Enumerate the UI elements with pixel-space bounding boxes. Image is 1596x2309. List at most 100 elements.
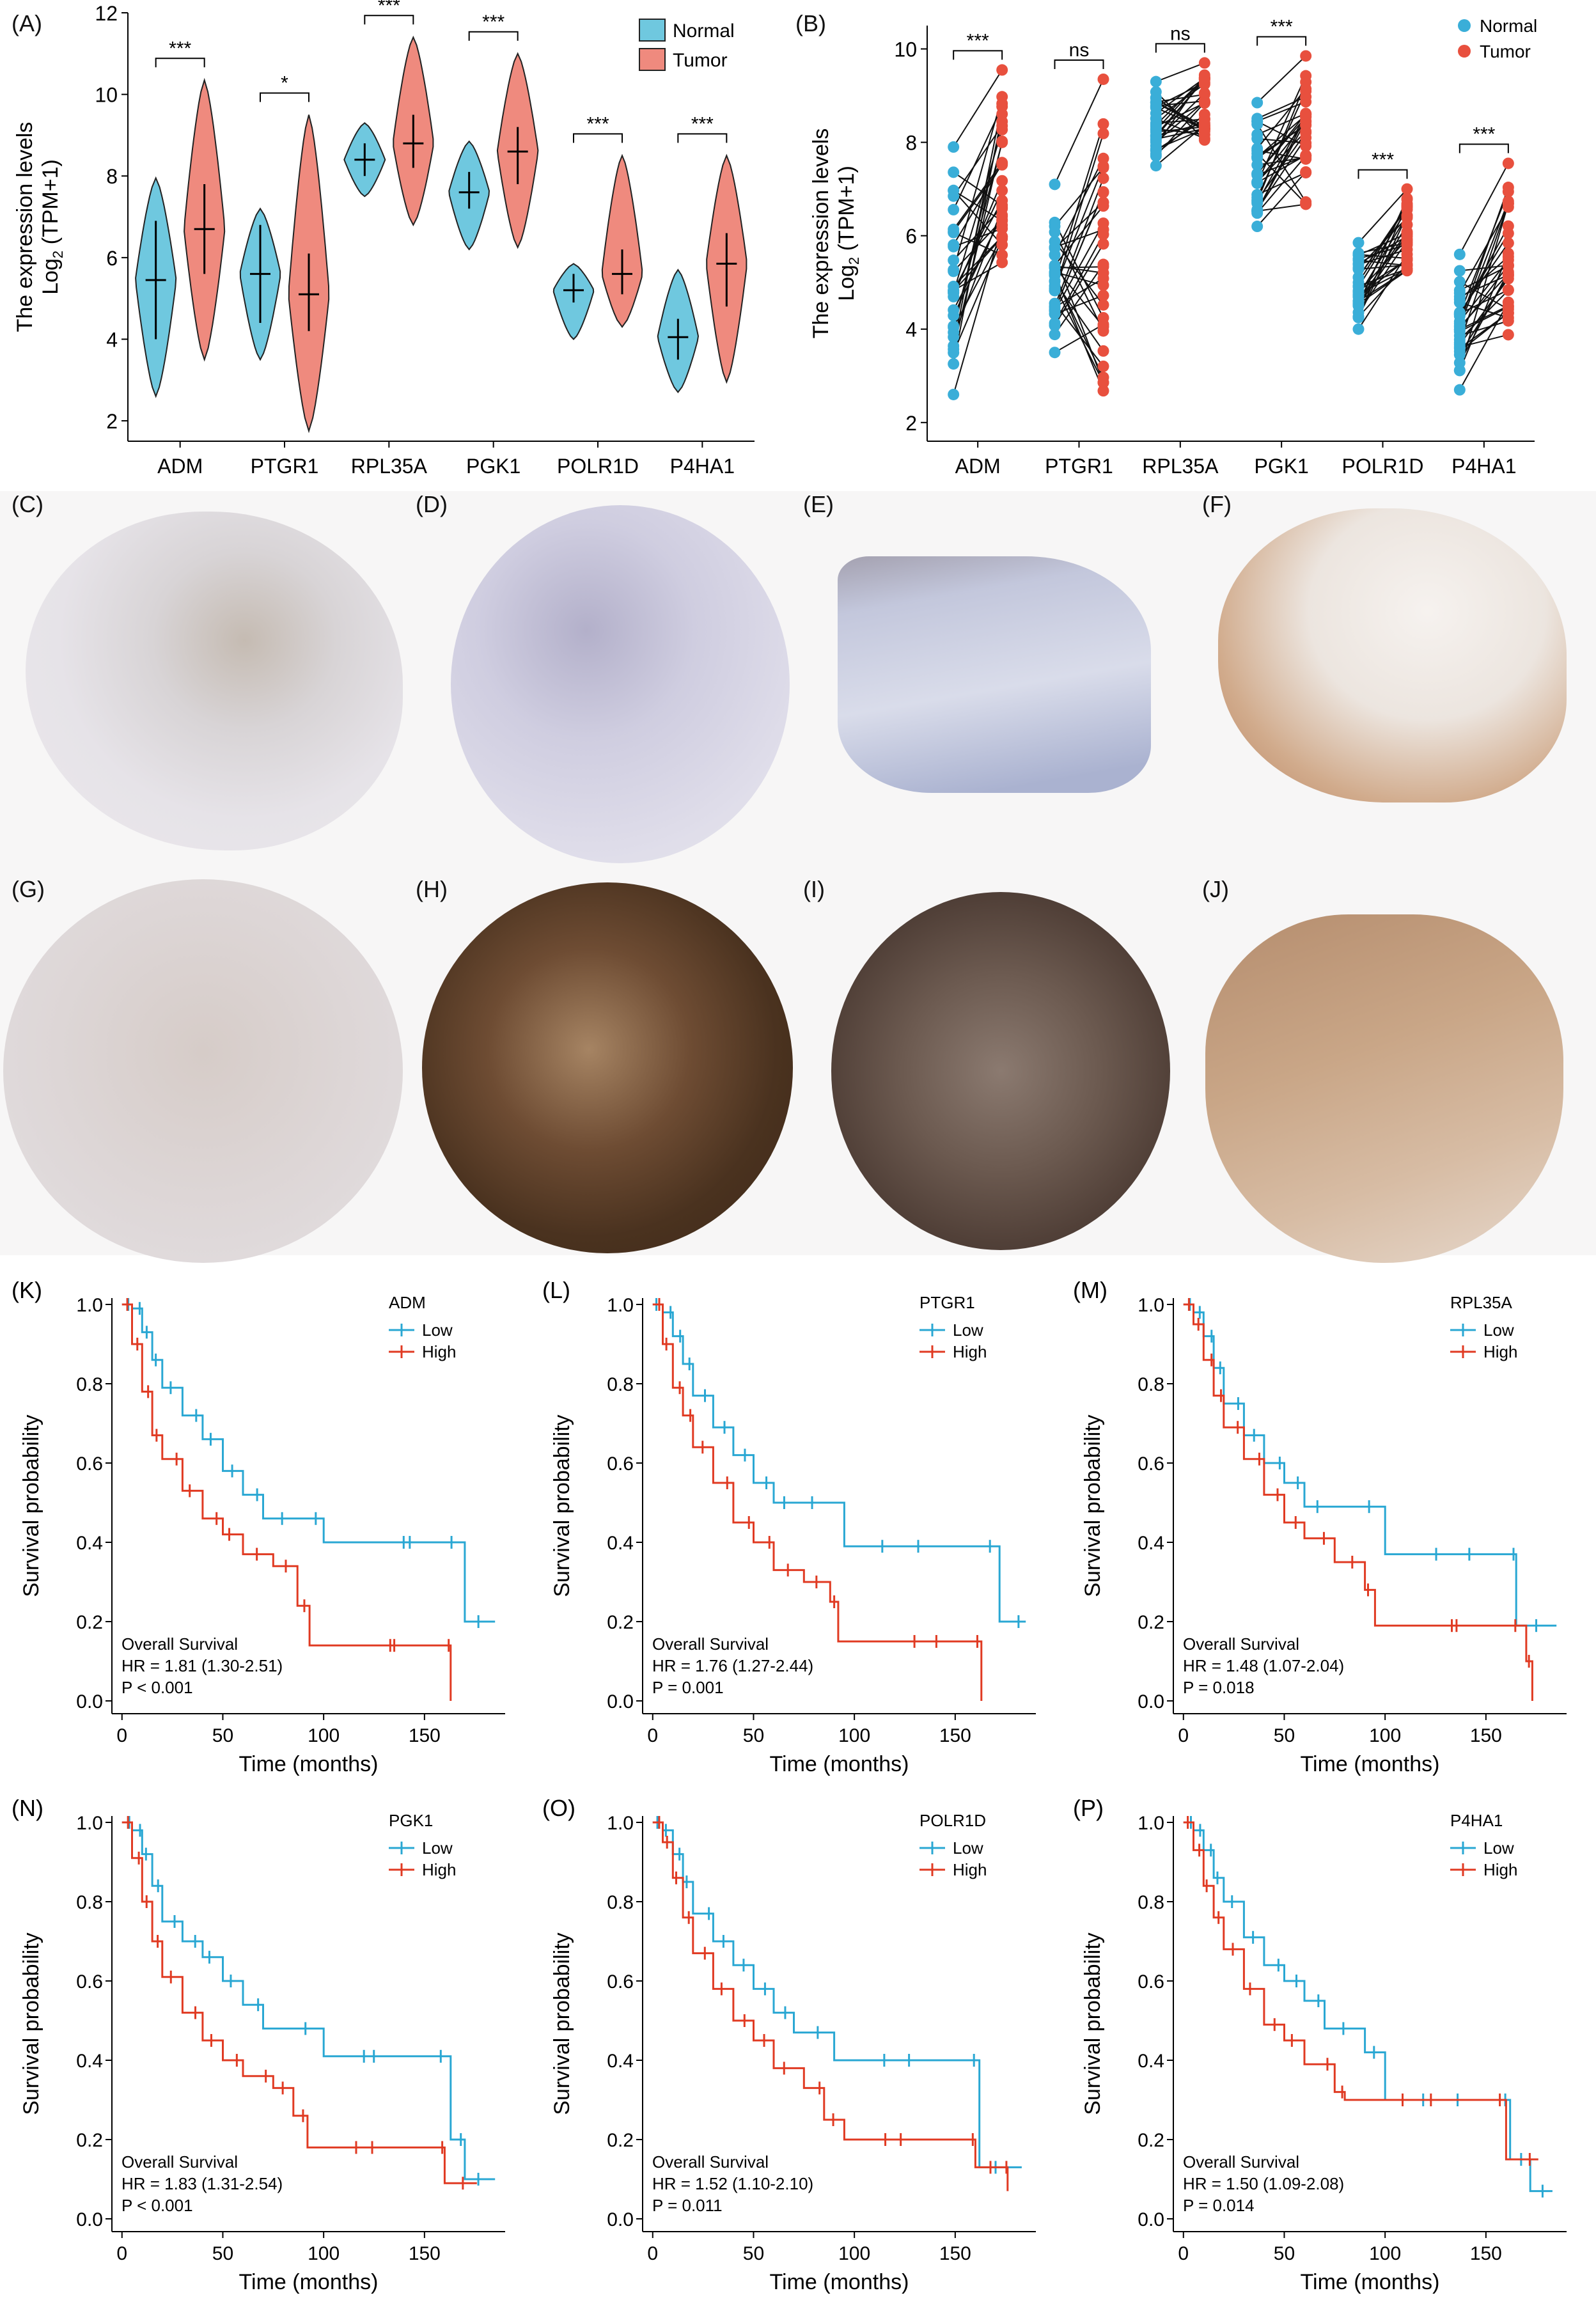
tumor-point [1097,377,1109,389]
pair-line [1459,264,1508,272]
tumor-point [1401,201,1413,214]
ihc-image-j [1205,914,1563,1263]
x-tick-label: 50 [1274,1725,1295,1746]
pair-line [1256,154,1306,184]
significance-label: *** [482,12,505,33]
pair-line [1256,113,1306,136]
normal-point [1453,324,1466,336]
legend-label-high: High [1483,1860,1517,1879]
km-stat-line: HR = 1.76 (1.27-2.44) [652,1656,813,1675]
legend-label-normal: Normal [1480,16,1537,36]
pair-line [1459,207,1509,294]
normal-point [1352,306,1365,318]
tumor-point [1097,118,1109,130]
pair-line [1357,188,1408,244]
panel-label-f: (F) [1202,491,1232,517]
panel-label-d: (D) [416,491,448,517]
km-curve-low [121,1303,496,1623]
km-curve-high [1183,1303,1533,1701]
tumor-point [1300,198,1312,210]
y-axis-label: Survival probability [550,1932,574,2115]
km-chart-pgk1: (N) 0.0 0.2 0.4 0.6 0.8 1.0 0 50 100 150 Time (mont… [12,1795,505,2294]
km-chart-polr1d: (O) 0.0 0.2 0.4 0.6 0.8 1.0 0 50 100 150 Time (mont… [542,1795,1036,2294]
y-axis-label-line2: Log2 (TPM+1) [834,166,862,301]
legend-label-tumor: Tumor [673,50,728,71]
significance-label: *** [169,38,191,59]
panel-label: (O) [542,1795,575,1821]
km-stat-line: HR = 1.52 (1.10-2.10) [652,2174,813,2193]
y-tick-label: 0.6 [607,1453,634,1475]
km-curve-high [1183,1821,1538,2161]
tumor-point [1401,183,1413,195]
panel-label-g: (G) [12,876,45,902]
pair-line [1054,166,1104,289]
pair-line [1459,289,1509,315]
y-tick-label: 1.0 [607,1295,634,1316]
pair-line [1256,155,1306,214]
tumor-point [1097,196,1109,208]
y-tick-label: 0.4 [76,2051,103,2072]
pair-line [1459,162,1509,255]
y-tick-label: 6 [905,225,917,248]
normal-point [948,347,960,359]
ihc-image-f [1218,508,1567,802]
pair-line [953,171,1003,206]
violin-chart-svg: 2 4 6 8 10 12 The expression levels Log2 (TPM+1… [13,0,755,478]
x-axis-label: Time (months) [239,1752,379,1776]
x-tick-label: 150 [409,1725,441,1746]
tumor-point [1097,73,1109,85]
significance-bracket [1155,43,1205,53]
tumor-point [996,120,1008,132]
normal-point [1049,347,1061,359]
normal-point [1049,241,1061,253]
y-tick-label: 10 [95,84,118,107]
pair-line [1256,130,1306,183]
pair-line [1357,240,1408,313]
tumor-point [1502,259,1514,271]
tumor-point [1502,251,1514,263]
significance-bracket [1256,36,1307,46]
x-tick-label: POLR1D [557,455,639,478]
tumor-point [996,249,1008,261]
km-panel-l: (L) 0.0 0.2 0.4 0.6 0.8 1.0 0 50 100 150 Time (mont… [531,1272,1061,1790]
legend-label-low: Low [1483,1838,1514,1858]
x-tick-label: 150 [1470,2243,1502,2264]
tumor-point [1198,87,1210,99]
km-chart-rpl35a: (M) 0.0 0.2 0.4 0.6 0.8 1.0 0 50 100 150 Time (mont… [1073,1277,1567,1776]
pair-line [1357,254,1408,330]
significance-bracket [468,31,519,41]
km-stat-line: Overall Survival [1183,2152,1299,2172]
normal-point [948,254,960,267]
x-tick-label: 100 [308,2243,340,2264]
x-axis-label: Time (months) [770,1752,909,1776]
legend-title: PTGR1 [919,1293,975,1312]
normal-point [1150,133,1162,145]
pair-line [953,163,1003,246]
tumor-point [1198,108,1210,120]
tumor-point [1502,201,1514,213]
significance-bracket [1357,169,1408,179]
tumor-point [1097,279,1109,292]
pair-line [1054,158,1104,255]
pair-line [1155,122,1205,137]
panel-a-violin-chart: 2 4 6 8 10 12 The expression levels Log2 (TPM+1… [0,0,793,492]
pair-line [1358,264,1407,270]
pair-line [1459,302,1509,318]
x-tick-label: 0 [647,1725,658,1746]
tumor-point [1502,329,1514,341]
km-panel-o: (O) 0.0 0.2 0.4 0.6 0.8 1.0 0 50 100 150 Time (mont… [531,1790,1061,2309]
normal-point [948,141,960,153]
pair-line [1459,187,1509,324]
normal-point [1251,97,1264,109]
pair-line [1459,305,1509,331]
pair-line [1054,281,1104,352]
km-curve-high [652,1303,983,1701]
normal-point [1251,143,1264,155]
pair-line [953,190,1003,246]
km-stat-line: Overall Survival [1183,1634,1299,1654]
y-axis-label: Survival probability [550,1414,574,1597]
km-chart-ptgr1: (L) 0.0 0.2 0.4 0.6 0.8 1.0 0 50 100 150 Time (mont… [542,1277,1036,1776]
km-stat-line: P = 0.014 [1183,2196,1255,2215]
x-tick-label: 150 [409,2243,441,2264]
panel-label: (P) [1073,1795,1104,1821]
